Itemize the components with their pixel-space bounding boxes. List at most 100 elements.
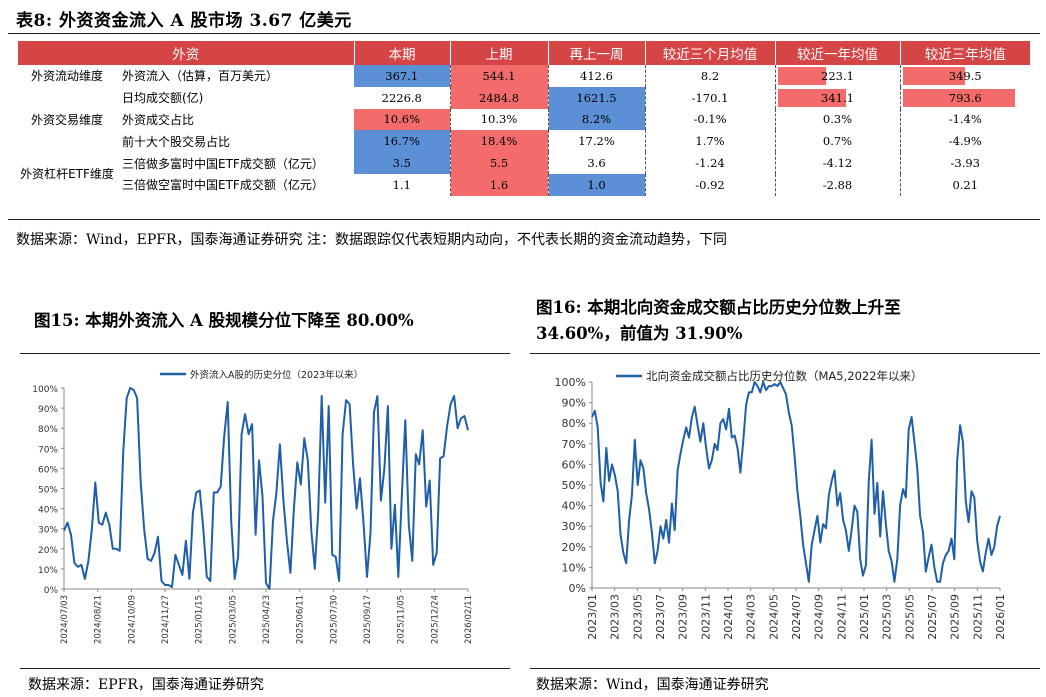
row-label: 三倍做多富时中国ETF成交额（亿元） — [122, 156, 324, 171]
x-tick-label: 2025/01 — [858, 594, 871, 640]
table-row: 外资交易维度 日均成交额(亿) 2226.8 2484.8 1621.5 -17… — [18, 86, 1030, 127]
table-row: 三倍做空富时中国ETF成交额（亿元） 1.1 1.6 1.0 -0.92 -2.… — [18, 173, 1030, 196]
table-source: 数据来源：Wind，EPFR，国泰海通证券研究 注：数据跟踪仅代表短期内动向，不… — [16, 232, 727, 248]
x-tick-label: 2025/11 — [971, 594, 984, 640]
x-tick-label: 2025/06/11 — [296, 595, 306, 644]
cell-current: 1.1 — [354, 173, 451, 196]
y-tick-label: 50% — [562, 479, 586, 492]
y-tick-label: 20% — [38, 546, 58, 556]
cell-vs-1y: -4.12 — [775, 152, 901, 174]
y-tick-label: 100% — [555, 376, 586, 389]
header-current: 本期 — [354, 41, 451, 65]
x-tick-label: 2024/07/03 — [60, 595, 70, 644]
group-flow: 外资流动维度 — [30, 69, 103, 84]
y-tick-label: 70% — [562, 438, 586, 451]
x-tick-label: 2025/07/30 — [329, 595, 339, 644]
cell-current: 10.6% — [354, 108, 451, 131]
header-vs-3y: 较近三年均值 — [900, 41, 1030, 65]
cell-week-before: 3.6 — [548, 152, 646, 174]
x-tick-label: 2024/03 — [745, 594, 758, 640]
row-label: 外资成交占比 — [122, 112, 195, 127]
neg-bar — [615, 88, 642, 107]
y-tick-label: 60% — [562, 458, 586, 471]
series-line — [591, 381, 1001, 583]
cell-vs-1y: 0.7% — [775, 130, 901, 153]
y-tick-label: 90% — [38, 405, 58, 415]
cell-previous: 18.4% — [450, 130, 549, 153]
title-rule — [8, 33, 1040, 34]
legend-label: 北向资金成交额占比历史分位数（MA5,2022年以来） — [646, 369, 923, 383]
header-foreign: 外资 — [18, 41, 355, 65]
x-tick-label: 2025/09/17 — [363, 595, 373, 644]
cell-previous: 544.1 — [450, 65, 549, 87]
table-row: 前十大个股交易占比 16.7% 18.4% 17.2% 1.7% 0.7% -4… — [18, 130, 1030, 153]
x-tick-label: 2024/01 — [722, 594, 735, 640]
x-tick-label: 2024/11 — [835, 594, 848, 640]
fig15-chart: 0% 10% 20% 30% 40% 50% 60% 70% 80% 90% 100% 2024/07… — [32, 369, 474, 644]
fig16-source: 数据来源：Wind，国泰海通证券研究 — [536, 677, 769, 693]
row-label: 前十大个股交易占比 — [122, 134, 231, 149]
x-tick-label: 2025/09 — [949, 594, 962, 640]
cell-vs-3m: 1.7% — [645, 130, 776, 153]
x-tick-label: 2024/10/09 — [127, 595, 137, 644]
charts-bottom-rule-right — [530, 668, 1040, 669]
y-tick-label: 30% — [38, 526, 58, 536]
x-tick-label: 2024/11/27 — [161, 595, 171, 644]
fig16-chart: 0% 10% 20% 30% 40% 50% 60% 70% 80% 90% 100% 2023/01… — [555, 369, 1007, 640]
charts-bottom-rule-left — [20, 668, 510, 669]
x-tick-label: 2023/05 — [631, 594, 644, 640]
x-tick-label: 2025/11/05 — [397, 595, 407, 644]
fig15-source: 数据来源：EPFR，国泰海通证券研究 — [28, 677, 264, 693]
pos-bar — [777, 88, 846, 107]
x-tick-label: 2025/07 — [926, 594, 939, 640]
foreign-capital-table: 外资 本期 上期 再上一周 较近三个月均值 较近一年均值 较近三年均值 外资流动… — [18, 41, 1030, 196]
x-tick-label: 2024/05 — [767, 594, 780, 640]
table-bottom-rule — [8, 219, 1040, 220]
cell-previous: 10.3% — [450, 108, 549, 131]
y-tick-label: 50% — [38, 486, 58, 496]
fig16-title-line2: 34.60%，前值为 31.90% — [536, 324, 743, 343]
pos-bar — [777, 67, 826, 85]
cell-current: 3.5 — [354, 152, 451, 174]
y-tick-label: 80% — [562, 417, 586, 430]
pos-bar — [902, 88, 1015, 107]
y-tick-label: 10% — [38, 566, 58, 576]
y-tick-label: 40% — [38, 506, 58, 516]
table-title: 表8: 外资资金流入 A 股市场 3.67 亿美元 — [16, 11, 352, 31]
row-label: 外资流入（估算，百万美元） — [122, 69, 279, 84]
x-tick-label: 2025/04/23 — [262, 595, 272, 644]
y-tick-label: 10% — [562, 561, 586, 574]
cell-vs-3y: 349.5 — [900, 65, 1030, 87]
cell-vs-3m: 8.2 — [645, 65, 776, 87]
row-label: 日均成交额(亿) — [122, 91, 204, 106]
x-tick-label: 2025/01/15 — [195, 595, 205, 644]
row-label: 三倍做空富时中国ETF成交额（亿元） — [122, 178, 324, 193]
cell-vs-3y: -3.93 — [950, 156, 981, 171]
cell-vs-1y: 341.1 — [775, 86, 901, 109]
x-tick-label: 2025/12/24 — [430, 595, 440, 644]
cell-vs-1y: 0.3% — [775, 108, 901, 131]
cell-week-before: 17.2% — [548, 130, 646, 153]
x-tick-label: 2024/07 — [790, 594, 803, 640]
x-tick-label: 2024/09 — [813, 594, 826, 640]
header-previous: 上期 — [450, 41, 549, 65]
cell-vs-3y: 793.6 — [900, 87, 1030, 109]
charts-top-rule-left — [20, 353, 510, 354]
cell-previous: 1.6 — [450, 173, 549, 196]
pos-bar — [902, 67, 965, 85]
y-tick-label: 80% — [38, 425, 58, 435]
table-row: 外资杠杆ETF维度 三倍做多富时中国ETF成交额（亿元） 3.5 5.5 3.6… — [18, 152, 1030, 181]
table-row: 外资流动维度 外资流入（估算，百万美元） 367.1 544.1 412.6 8… — [18, 65, 1030, 87]
cell-week-before: 8.2% — [548, 108, 646, 131]
x-tick-label: 2023/07 — [654, 594, 667, 640]
x-tick-label: 2023/01 — [586, 594, 599, 640]
y-tick-label: 20% — [562, 541, 586, 554]
x-tick-label: 2025/03 — [881, 594, 894, 640]
fig15-title: 图15: 本期外资流入 A 股规模分位下降至 80.00% — [34, 311, 414, 330]
cell-current: 2226.8 — [354, 86, 451, 109]
fig16-title-line1: 图16: 本期北向资金成交额占比历史分位数上升至 — [536, 298, 901, 317]
table-row: 外资成交占比 10.6% 10.3% 8.2% -0.1% 0.3% -1.4% — [18, 108, 1030, 131]
cell-current: 367.1 — [354, 65, 451, 87]
group-etf: 外资杠杆ETF维度 — [20, 167, 114, 182]
series-line — [63, 387, 469, 590]
